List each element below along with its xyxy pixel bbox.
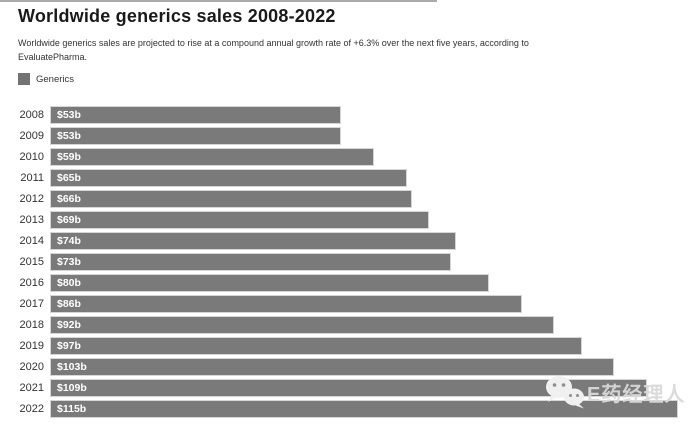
chart-row: 2014 $74b xyxy=(0,230,697,251)
bar-track: $109b xyxy=(50,377,678,398)
bar-value-label: $65b xyxy=(57,171,81,184)
bar-2021: $109b xyxy=(50,378,648,397)
year-label: 2012 xyxy=(19,192,44,205)
bar-value-label: $109b xyxy=(57,381,87,394)
legend-swatch-icon xyxy=(18,73,30,85)
bar-2016: $80b xyxy=(50,273,489,292)
bar-2018: $92b xyxy=(50,315,555,334)
year-label: 2019 xyxy=(19,339,44,352)
year-label: 2011 xyxy=(20,171,44,184)
legend-item-generics[interactable]: Generics xyxy=(18,73,74,85)
chart-title: Worldwide generics sales 2008-2022 xyxy=(18,6,336,26)
chart-row: 2016 $80b xyxy=(0,272,697,293)
year-label: 2021 xyxy=(19,381,44,394)
chart-row: 2015 $73b xyxy=(0,251,697,272)
chart-subtitle: Worldwide generics sales are projected t… xyxy=(18,37,658,64)
bar-track: $74b xyxy=(50,230,678,251)
bar-2008: $53b xyxy=(50,105,342,124)
bar-track: $53b xyxy=(50,125,678,146)
bar-track: $53b xyxy=(50,104,678,125)
bar-2022: $115b xyxy=(50,399,678,418)
chart-row: 2019 $97b xyxy=(0,335,697,356)
plot-area: 2008 $53b 2009 $53b 2010 $59b 2011 $65b 2012 $66b… xyxy=(0,104,697,419)
year-label: 2014 xyxy=(19,234,44,247)
bar-track: $73b xyxy=(50,251,678,272)
bar-track: $103b xyxy=(50,356,678,377)
chart-row: 2010 $59b xyxy=(0,146,697,167)
bar-track: $115b xyxy=(50,398,678,419)
watermark: E药经理人 xyxy=(545,375,685,409)
bar-track: $86b xyxy=(50,293,678,314)
legend-label: Generics xyxy=(36,73,75,85)
bar-track: $92b xyxy=(50,314,678,335)
bar-2017: $86b xyxy=(50,294,522,313)
bar-value-label: $97b xyxy=(57,339,81,352)
bar-track: $97b xyxy=(50,335,678,356)
bar-value-label: $74b xyxy=(57,234,81,247)
chart-row: 2020 $103b xyxy=(0,356,697,377)
bar-value-label: $103b xyxy=(57,360,87,373)
bar-2012: $66b xyxy=(50,189,413,208)
chart-row: 2013 $69b xyxy=(0,209,697,230)
bar-2013: $69b xyxy=(50,210,429,229)
chart-row: 2021 $109b xyxy=(0,377,697,398)
top-border-line xyxy=(0,0,437,2)
bar-2019: $97b xyxy=(50,336,582,355)
bar-value-label: $86b xyxy=(57,297,81,310)
bar-track: $59b xyxy=(50,146,678,167)
bar-2015: $73b xyxy=(50,252,451,271)
year-label: 2017 xyxy=(19,297,44,310)
bar-value-label: $69b xyxy=(57,213,81,226)
bar-track: $66b xyxy=(50,188,678,209)
chart-row: 2017 $86b xyxy=(0,293,697,314)
year-label: 2015 xyxy=(19,255,44,268)
chart-row: 2012 $66b xyxy=(0,188,697,209)
bar-track: $69b xyxy=(50,209,678,230)
bar-value-label: $115b xyxy=(57,402,87,415)
year-label: 2008 xyxy=(19,108,44,121)
bar-2014: $74b xyxy=(50,231,457,250)
year-label: 2020 xyxy=(19,360,44,373)
year-label: 2022 xyxy=(19,402,44,415)
bar-2010: $59b xyxy=(50,147,375,166)
bar-value-label: $59b xyxy=(57,150,81,163)
chart-row: 2009 $53b xyxy=(0,125,697,146)
year-label: 2009 xyxy=(19,129,44,142)
bar-value-label: $92b xyxy=(57,318,81,331)
watermark-text: E药经理人 xyxy=(587,383,686,406)
year-label: 2016 xyxy=(19,276,44,289)
wechat-logo-icon xyxy=(546,376,584,409)
bar-2011: $65b xyxy=(50,168,407,187)
chart-row: 2018 $92b xyxy=(0,314,697,335)
chart-subtitle-line1: Worldwide generics sales are projected t… xyxy=(18,38,529,48)
chart-row: 2011 $65b xyxy=(0,167,697,188)
year-label: 2010 xyxy=(19,150,44,163)
chart-subtitle-line2: EvaluatePharma. xyxy=(18,51,88,62)
bar-value-label: $66b xyxy=(57,192,81,205)
year-label: 2013 xyxy=(19,213,44,226)
chart-row: 2022 $115b xyxy=(0,398,697,419)
year-label: 2018 xyxy=(19,318,44,331)
bar-value-label: $73b xyxy=(57,255,81,268)
bar-track: $80b xyxy=(50,272,678,293)
bar-value-label: $80b xyxy=(57,276,81,289)
bar-value-label: $53b xyxy=(57,129,81,142)
chart-row: 2008 $53b xyxy=(0,104,697,125)
bar-2020: $103b xyxy=(50,357,615,376)
bar-2009: $53b xyxy=(50,126,342,145)
bar-track: $65b xyxy=(50,167,678,188)
bar-value-label: $53b xyxy=(57,108,81,121)
